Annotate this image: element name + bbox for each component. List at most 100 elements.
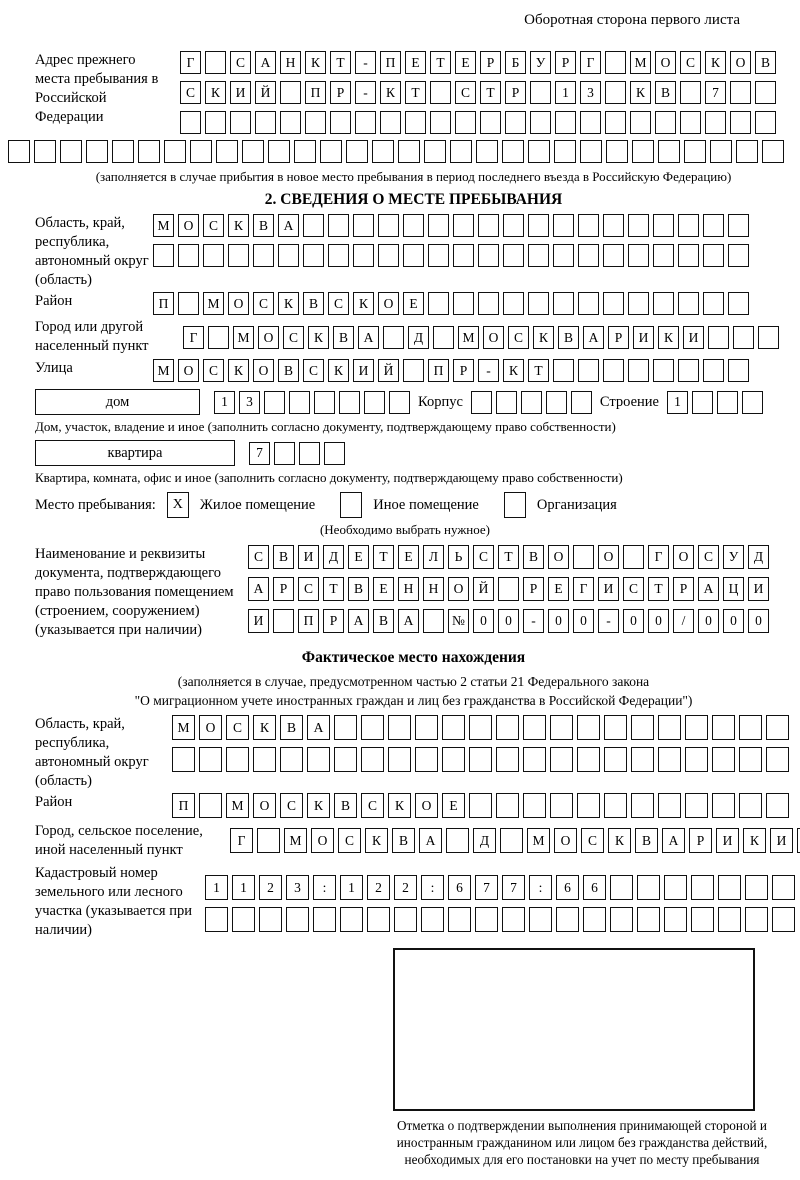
char-cell[interactable] (503, 244, 524, 267)
char-cell[interactable] (745, 907, 768, 932)
char-cell[interactable] (797, 828, 800, 853)
char-cell[interactable] (628, 244, 649, 267)
char-cell[interactable] (346, 140, 368, 163)
char-cell[interactable] (268, 140, 290, 163)
char-cell[interactable]: О (199, 715, 222, 740)
char-cell[interactable]: 2 (394, 875, 417, 900)
char-cell[interactable]: О (178, 214, 199, 237)
char-cell[interactable]: 1 (205, 875, 228, 900)
char-cell[interactable] (550, 747, 573, 772)
char-cell[interactable]: А (698, 577, 719, 601)
char-cell[interactable] (664, 875, 687, 900)
char-cell[interactable]: Р (523, 577, 544, 601)
char-cell[interactable] (528, 214, 549, 237)
char-cell[interactable] (324, 441, 345, 465)
char-cell[interactable] (580, 111, 601, 134)
char-cell[interactable]: С (298, 577, 319, 601)
char-cell[interactable]: Е (373, 577, 394, 601)
char-cell[interactable]: Е (348, 545, 369, 569)
char-cell[interactable]: В (755, 51, 776, 74)
char-cell[interactable] (604, 715, 627, 740)
char-cell[interactable] (580, 140, 602, 163)
char-cell[interactable]: А (662, 828, 685, 853)
char-cell[interactable] (658, 793, 681, 818)
char-cell[interactable] (259, 907, 282, 932)
char-cell[interactable]: О (415, 793, 438, 818)
char-cell[interactable]: 3 (580, 81, 601, 104)
char-cell[interactable]: Р (273, 577, 294, 601)
char-cell[interactable] (523, 747, 546, 772)
char-cell[interactable]: 0 (723, 609, 744, 633)
char-cell[interactable] (678, 292, 699, 315)
char-cell[interactable] (684, 140, 706, 163)
char-cell[interactable] (741, 390, 763, 414)
char-cell[interactable] (680, 81, 701, 104)
char-cell[interactable] (655, 111, 676, 134)
char-cell[interactable] (339, 390, 360, 414)
char-cell[interactable]: Г (180, 51, 201, 74)
char-cell[interactable]: М (226, 793, 249, 818)
char-cell[interactable]: 1 (232, 875, 255, 900)
char-cell[interactable]: М (233, 326, 254, 349)
char-cell[interactable] (653, 214, 674, 237)
char-cell[interactable]: А (398, 609, 419, 633)
char-cell[interactable]: С (203, 359, 224, 382)
char-cell[interactable] (570, 390, 592, 414)
char-cell[interactable]: Й (473, 577, 494, 601)
char-cell[interactable]: 2 (259, 875, 282, 900)
char-cell[interactable]: 0 (698, 609, 719, 633)
char-cell[interactable]: О (655, 51, 676, 74)
char-cell[interactable] (286, 907, 309, 932)
char-cell[interactable] (603, 292, 624, 315)
char-cell[interactable]: - (523, 609, 544, 633)
char-cell[interactable]: А (358, 326, 379, 349)
char-cell[interactable]: С (328, 292, 349, 315)
char-cell[interactable] (772, 875, 795, 900)
char-cell[interactable] (500, 828, 523, 853)
char-cell[interactable]: Е (442, 793, 465, 818)
char-cell[interactable] (578, 359, 599, 382)
char-cell[interactable] (705, 111, 726, 134)
char-cell[interactable]: Г (580, 51, 601, 74)
char-cell[interactable]: В (373, 609, 394, 633)
char-cell[interactable] (205, 111, 226, 134)
char-cell[interactable]: В (558, 326, 579, 349)
char-cell[interactable]: В (333, 326, 354, 349)
char-cell[interactable]: Е (455, 51, 476, 74)
char-cell[interactable] (553, 292, 574, 315)
char-cell[interactable]: К (380, 81, 401, 104)
char-cell[interactable] (505, 111, 526, 134)
char-cell[interactable] (453, 214, 474, 237)
char-cell[interactable]: Р (673, 577, 694, 601)
char-cell[interactable] (469, 715, 492, 740)
char-cell[interactable]: А (419, 828, 442, 853)
char-cell[interactable] (523, 715, 546, 740)
char-cell[interactable]: И (716, 828, 739, 853)
char-cell[interactable]: О (554, 828, 577, 853)
char-cell[interactable] (60, 140, 82, 163)
char-cell[interactable] (403, 214, 424, 237)
char-cell[interactable] (226, 747, 249, 772)
char-cell[interactable] (199, 793, 222, 818)
char-cell[interactable]: В (334, 793, 357, 818)
char-cell[interactable] (553, 359, 574, 382)
char-cell[interactable] (253, 244, 274, 267)
char-cell[interactable] (320, 140, 342, 163)
char-cell[interactable]: С (283, 326, 304, 349)
char-cell[interactable]: Т (323, 577, 344, 601)
char-cell[interactable] (361, 715, 384, 740)
char-cell[interactable]: И (598, 577, 619, 601)
char-cell[interactable]: Г (648, 545, 669, 569)
char-cell[interactable]: 0 (573, 609, 594, 633)
char-cell[interactable] (428, 292, 449, 315)
char-cell[interactable]: X (166, 492, 189, 518)
char-cell[interactable]: И (353, 359, 374, 382)
char-cell[interactable] (334, 715, 357, 740)
char-cell[interactable] (199, 747, 222, 772)
char-cell[interactable]: К (278, 292, 299, 315)
char-cell[interactable] (230, 111, 251, 134)
char-cell[interactable] (553, 214, 574, 237)
char-cell[interactable] (403, 359, 424, 382)
char-cell[interactable] (478, 292, 499, 315)
char-cell[interactable] (299, 441, 320, 465)
